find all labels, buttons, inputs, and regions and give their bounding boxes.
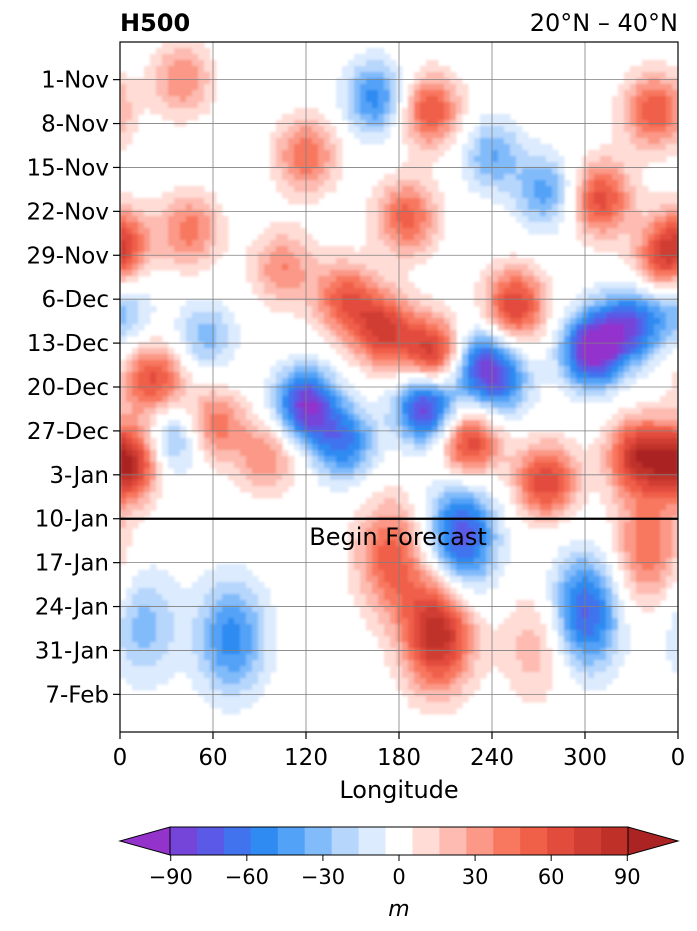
colorbar-swatch bbox=[170, 827, 198, 855]
colorbar-swatch bbox=[223, 827, 252, 855]
y-tick-label: 24-Jan bbox=[35, 595, 109, 621]
colorbar-swatch bbox=[412, 827, 440, 855]
colorbar-tick-label: 90 bbox=[614, 865, 641, 889]
x-tick-label: 120 bbox=[284, 745, 328, 771]
x-axis: 0 60 120 180 240 300 0 bbox=[113, 732, 686, 771]
y-tick-label: 15-Nov bbox=[27, 155, 109, 181]
colorbar: −90 −60 −30 0 30 60 90 bbox=[118, 826, 680, 889]
x-tick-label: 60 bbox=[198, 745, 227, 771]
colorbar-tick-label: −60 bbox=[225, 865, 269, 889]
y-tick-label: 7-Feb bbox=[45, 682, 109, 708]
y-tick-label: 8-Nov bbox=[41, 112, 109, 138]
colorbar-tick-label: 60 bbox=[538, 865, 565, 889]
y-tick-label: 20-Dec bbox=[27, 375, 109, 401]
colorbar-swatch bbox=[466, 827, 494, 855]
y-tick-label: 29-Nov bbox=[27, 243, 109, 269]
colorbar-tick-label: 0 bbox=[392, 865, 405, 889]
x-axis-label: Longitude bbox=[339, 776, 458, 804]
colorbar-swatch bbox=[358, 827, 386, 855]
y-tick-label: 6-Dec bbox=[42, 287, 109, 313]
y-tick-label: 27-Dec bbox=[27, 419, 109, 445]
x-tick-label: 240 bbox=[470, 745, 514, 771]
y-tick-label: 13-Dec bbox=[27, 331, 109, 357]
colorbar-swatch bbox=[493, 827, 521, 855]
plot-area bbox=[120, 42, 678, 732]
colorbar-tick-label: −90 bbox=[149, 865, 193, 889]
colorbar-swatch bbox=[574, 827, 602, 855]
colorbar-tick-label: 30 bbox=[462, 865, 489, 889]
x-tick-label: 300 bbox=[563, 745, 607, 771]
y-tick-label: 22-Nov bbox=[27, 199, 109, 225]
colorbar-swatch bbox=[304, 827, 333, 855]
colorbar-extend-high bbox=[627, 826, 680, 856]
colorbar-swatch bbox=[385, 827, 413, 855]
y-tick-label: 1-Nov bbox=[41, 68, 109, 94]
region-label: 20°N – 40°N bbox=[530, 9, 678, 37]
colorbar-swatch bbox=[547, 827, 575, 855]
colorbar-label: m bbox=[388, 897, 409, 922]
y-axis: 1-Nov 8-Nov 15-Nov 22-Nov 29-Nov 6-Dec 13-Dec 2… bbox=[27, 68, 120, 708]
colorbar-swatch bbox=[601, 827, 629, 855]
anomaly-field bbox=[120, 42, 678, 715]
colorbar-swatch bbox=[250, 827, 279, 855]
y-tick-label: 10-Jan bbox=[35, 507, 109, 533]
colorbar-swatch bbox=[277, 827, 306, 855]
x-tick-label: 0 bbox=[671, 745, 686, 771]
y-tick-label: 17-Jan bbox=[35, 551, 109, 577]
colorbar-swatch bbox=[331, 827, 359, 855]
y-tick-label: 3-Jan bbox=[49, 463, 109, 489]
y-tick-label: 31-Jan bbox=[35, 638, 109, 664]
x-tick-label: 180 bbox=[377, 745, 421, 771]
colorbar-swatch bbox=[520, 827, 548, 855]
colorbar-swatch bbox=[439, 827, 467, 855]
colorbar-swatch bbox=[196, 827, 225, 855]
colorbar-tick-label: −30 bbox=[301, 865, 345, 889]
x-tick-label: 0 bbox=[113, 745, 128, 771]
begin-forecast-annotation: Begin Forecast bbox=[309, 523, 487, 551]
colorbar-extend-low bbox=[118, 826, 171, 856]
chart-title: H500 bbox=[120, 9, 190, 37]
